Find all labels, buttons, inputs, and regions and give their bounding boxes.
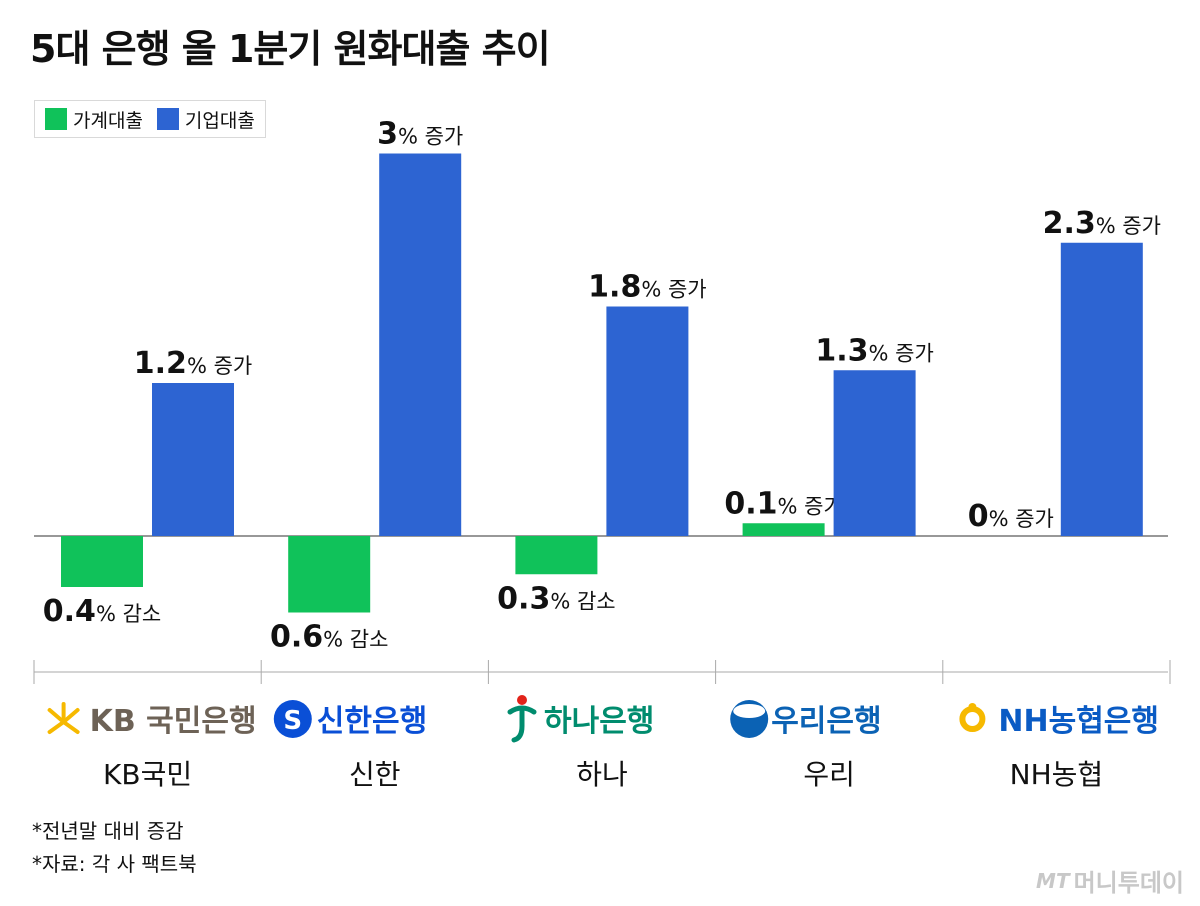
publisher-watermark: MT 머니투데이 bbox=[1036, 863, 1184, 898]
legend-item-household: 가계대출 bbox=[45, 106, 143, 133]
legend: 가계대출 기업대출 bbox=[34, 100, 266, 138]
category-label-4: 우리 bbox=[803, 758, 855, 791]
bank-logo-1: KB 국민은행 bbox=[90, 704, 257, 739]
bar-household-3 bbox=[515, 536, 598, 575]
bar-household-2 bbox=[288, 536, 371, 613]
bank-logo-2: 신한은행 bbox=[317, 704, 427, 739]
woori-sun-highlight bbox=[733, 704, 766, 718]
shinhan-s-icon bbox=[273, 700, 312, 738]
bar-corporate-2 bbox=[379, 153, 462, 536]
bar-household-4 bbox=[742, 523, 825, 536]
data-label-household-2: 0.6% 감소 bbox=[270, 620, 388, 655]
legend-swatch-corporate bbox=[156, 108, 179, 130]
data-label-household-4: 0.1% 증가 bbox=[724, 486, 842, 521]
legend-item-corporate: 기업대출 bbox=[156, 106, 255, 133]
bar-household-1 bbox=[61, 536, 143, 587]
legend-swatch-household bbox=[45, 108, 67, 130]
footnote-basis: *전년말 대비 증감 bbox=[32, 819, 184, 843]
data-label-corporate-4: 1.3% 증가 bbox=[815, 333, 933, 368]
data-label-corporate-3: 1.8% 증가 bbox=[588, 270, 706, 305]
data-label-household-1: 0.4% 감소 bbox=[43, 594, 161, 629]
data-label-household-3: 0.3% 감소 bbox=[497, 581, 615, 616]
chart-title: 5대 은행 올 1분기 원화대출 추이 bbox=[30, 27, 551, 71]
data-label-corporate-5: 2.3% 증가 bbox=[1043, 206, 1161, 241]
bar-corporate-4 bbox=[833, 370, 916, 536]
shinhan-s-glyph: S bbox=[283, 706, 302, 736]
legend-label-household: 가계대출 bbox=[73, 109, 143, 132]
hana-person-icon bbox=[507, 695, 537, 743]
watermark-text: 머니투데이 bbox=[1073, 869, 1184, 897]
bar-corporate-5 bbox=[1060, 242, 1143, 536]
footnote-source: *자료: 각 사 팩트북 bbox=[32, 852, 197, 876]
bar-chart: 0.4% 감소 1.2% 증가 KB 국민은행 KB국민 0.6% 감소 3% 증가 S 신한… bbox=[33, 117, 1171, 791]
category-label-3: 하나 bbox=[576, 758, 628, 791]
category-label-1: KB국민 bbox=[103, 758, 192, 791]
kb-star-icon bbox=[47, 702, 80, 734]
bar-corporate-3 bbox=[606, 306, 689, 536]
legend-label-corporate: 기업대출 bbox=[184, 109, 255, 132]
data-label-household-5: 0% 증가 bbox=[968, 499, 1054, 534]
data-label-corporate-1: 1.2% 증가 bbox=[134, 346, 252, 381]
bank-logo-3: 하나은행 bbox=[544, 704, 654, 739]
bank-logo-5: NH농협은행 bbox=[998, 704, 1159, 739]
data-label-corporate-2: 3% 증가 bbox=[377, 117, 463, 152]
category-label-2: 신한 bbox=[349, 758, 401, 791]
bank-logo-4: 우리은행 bbox=[771, 704, 881, 739]
bar-corporate-1 bbox=[152, 383, 234, 536]
watermark-mark: MT bbox=[1036, 868, 1070, 893]
nh-seal-icon bbox=[959, 703, 986, 732]
category-label-5: NH농협 bbox=[1010, 758, 1104, 791]
